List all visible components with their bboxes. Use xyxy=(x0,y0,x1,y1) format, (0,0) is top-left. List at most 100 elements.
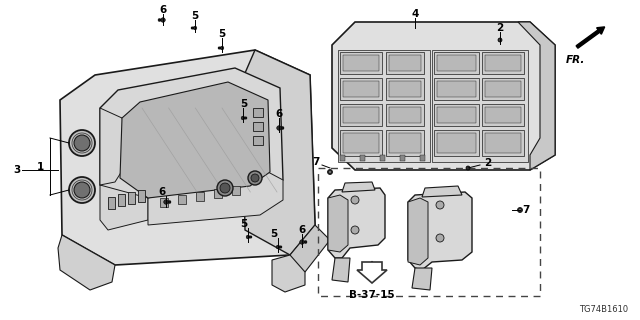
Bar xyxy=(434,78,479,100)
Circle shape xyxy=(241,116,245,120)
Bar xyxy=(485,107,521,123)
Circle shape xyxy=(328,170,333,174)
Bar xyxy=(386,52,424,74)
Bar xyxy=(160,198,168,207)
Polygon shape xyxy=(242,50,315,255)
Circle shape xyxy=(351,196,359,204)
Bar xyxy=(485,55,521,71)
Bar xyxy=(482,52,524,74)
Text: 2: 2 xyxy=(484,158,492,168)
Polygon shape xyxy=(100,108,132,185)
Bar xyxy=(482,78,524,100)
Circle shape xyxy=(161,18,165,22)
Bar xyxy=(128,192,135,204)
Bar xyxy=(400,155,405,161)
Bar xyxy=(118,194,125,206)
Bar xyxy=(340,130,382,156)
Text: 6: 6 xyxy=(158,187,166,197)
Bar xyxy=(380,155,385,161)
Polygon shape xyxy=(408,198,428,265)
Bar xyxy=(434,104,479,126)
Circle shape xyxy=(248,171,262,185)
Circle shape xyxy=(276,126,281,130)
Circle shape xyxy=(158,19,161,21)
Polygon shape xyxy=(100,185,148,230)
Bar xyxy=(214,189,222,198)
Bar xyxy=(340,52,382,74)
Polygon shape xyxy=(272,255,305,292)
Text: 1: 1 xyxy=(36,162,44,172)
Polygon shape xyxy=(412,268,432,290)
Polygon shape xyxy=(148,172,283,225)
Text: TG74B1610: TG74B1610 xyxy=(579,305,628,314)
Bar xyxy=(343,81,379,97)
Bar xyxy=(340,155,345,161)
Bar xyxy=(485,133,521,153)
Polygon shape xyxy=(120,82,270,198)
Bar xyxy=(389,81,421,97)
Circle shape xyxy=(351,226,359,234)
Bar xyxy=(437,107,476,123)
Circle shape xyxy=(329,171,332,173)
Bar xyxy=(360,155,365,161)
Circle shape xyxy=(69,130,95,156)
Polygon shape xyxy=(290,225,330,272)
Circle shape xyxy=(74,182,90,198)
Circle shape xyxy=(300,240,304,244)
Circle shape xyxy=(498,38,502,42)
Circle shape xyxy=(519,209,521,211)
Polygon shape xyxy=(357,262,387,283)
Text: 4: 4 xyxy=(412,9,419,19)
Bar xyxy=(386,130,424,156)
Circle shape xyxy=(276,245,280,249)
Polygon shape xyxy=(60,50,315,265)
Bar xyxy=(253,136,263,145)
Bar xyxy=(340,78,382,100)
Circle shape xyxy=(220,46,224,50)
Circle shape xyxy=(280,246,282,248)
Text: 5: 5 xyxy=(191,11,198,21)
Polygon shape xyxy=(328,188,385,258)
Polygon shape xyxy=(100,68,283,208)
Circle shape xyxy=(250,236,252,238)
Circle shape xyxy=(467,167,469,169)
Circle shape xyxy=(251,174,259,182)
Bar xyxy=(196,192,204,201)
FancyArrow shape xyxy=(576,27,605,48)
Bar xyxy=(343,55,379,71)
Bar xyxy=(138,190,145,202)
Polygon shape xyxy=(58,235,115,290)
Polygon shape xyxy=(422,186,462,197)
Bar xyxy=(178,195,186,204)
Circle shape xyxy=(436,201,444,209)
Circle shape xyxy=(246,235,250,239)
Text: 2: 2 xyxy=(497,23,504,33)
Text: 5: 5 xyxy=(241,99,248,109)
Circle shape xyxy=(220,183,230,193)
Bar xyxy=(482,104,524,126)
Text: 3: 3 xyxy=(13,165,20,175)
Bar xyxy=(253,122,263,131)
Bar xyxy=(482,130,524,156)
Bar xyxy=(386,78,424,100)
Circle shape xyxy=(217,180,233,196)
Bar xyxy=(434,130,479,156)
Bar xyxy=(485,81,521,97)
Circle shape xyxy=(244,117,247,119)
Circle shape xyxy=(304,241,307,244)
Text: 7: 7 xyxy=(312,157,320,167)
Bar xyxy=(389,133,421,153)
Bar xyxy=(232,186,240,195)
Polygon shape xyxy=(342,182,375,192)
Text: 6: 6 xyxy=(159,5,166,15)
Bar xyxy=(343,107,379,123)
Bar xyxy=(389,55,421,71)
Polygon shape xyxy=(328,195,348,252)
Bar xyxy=(437,133,476,153)
Circle shape xyxy=(168,201,171,204)
Bar xyxy=(386,104,424,126)
Bar xyxy=(420,155,425,161)
Text: 5: 5 xyxy=(270,229,278,239)
Bar xyxy=(318,168,540,296)
Circle shape xyxy=(218,47,220,49)
